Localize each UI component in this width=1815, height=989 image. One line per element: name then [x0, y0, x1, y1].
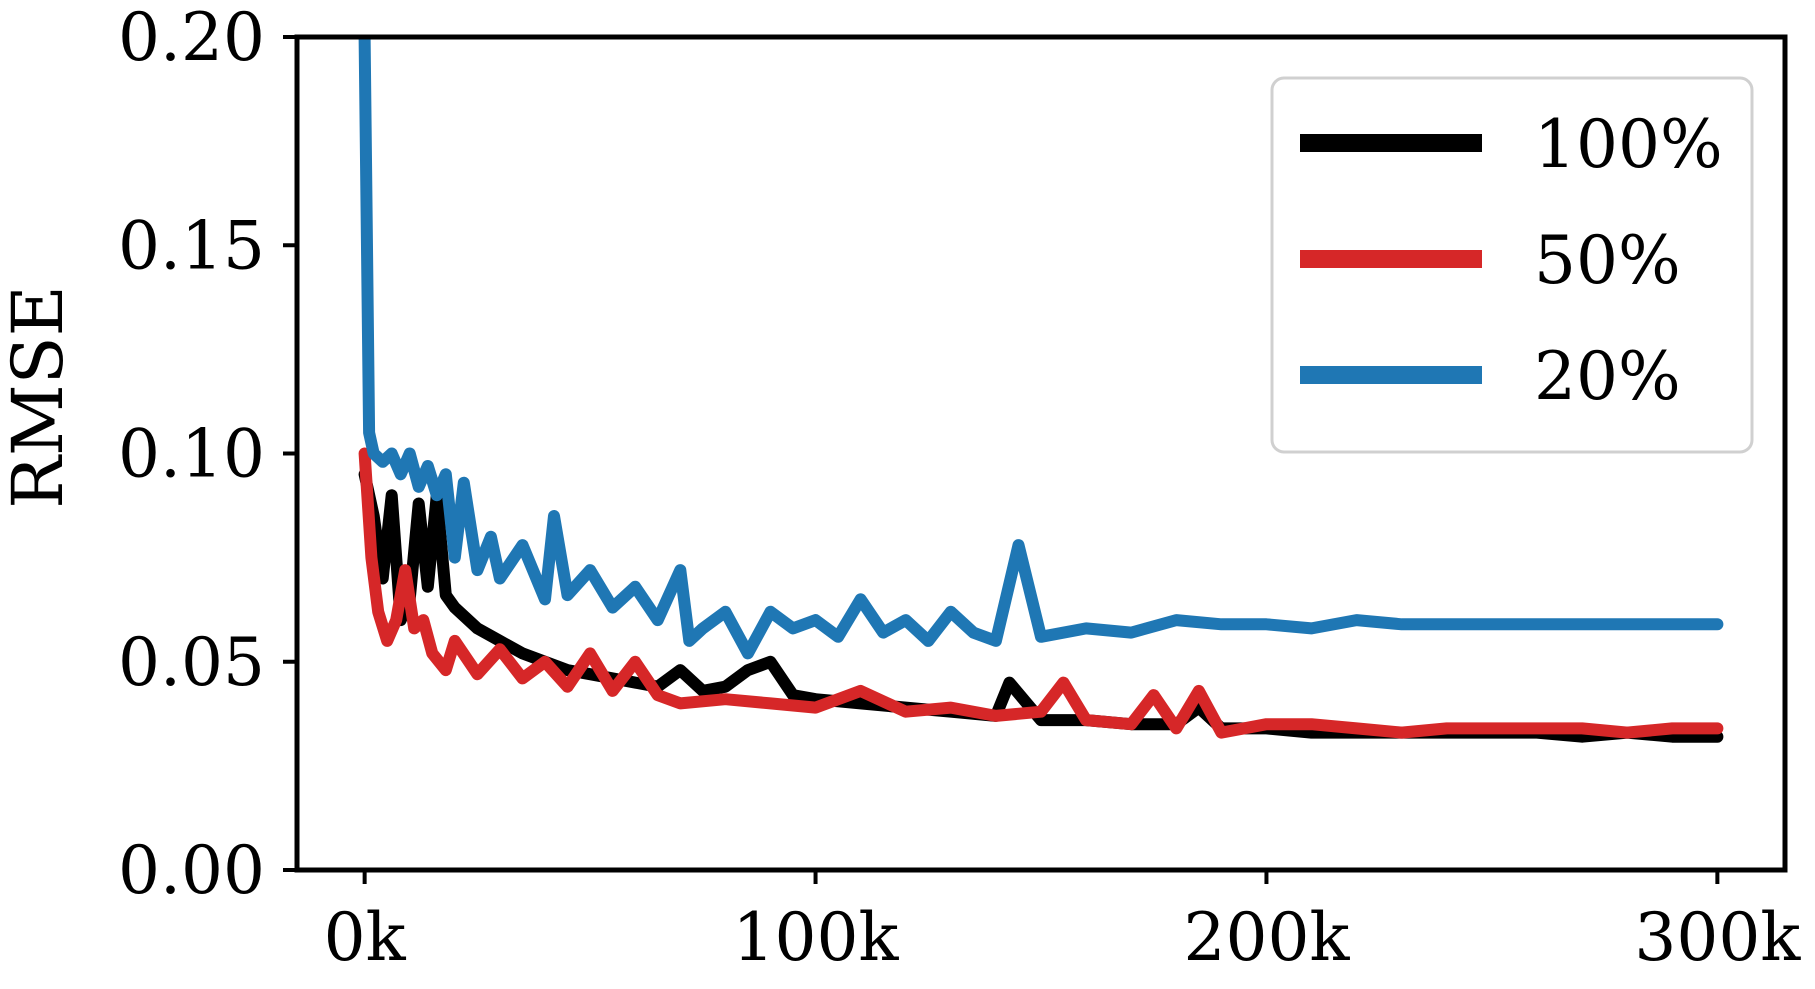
series-layer	[358, 37, 1724, 743]
y-tick-label: 0.00	[118, 832, 265, 909]
legend-label: 100%	[1534, 106, 1723, 183]
legend-box	[1270, 76, 1754, 454]
legend-label: 20%	[1534, 338, 1681, 415]
legend-label: 50%	[1534, 222, 1681, 299]
y-axis: 0.00 0.05 0.10 0.15 0.20	[118, 0, 297, 909]
legend: 100% 50% 20%	[1270, 76, 1754, 454]
x-tick-label: 300k	[1634, 899, 1801, 976]
y-tick-label: 0.15	[118, 207, 265, 284]
y-tick-label: 0.10	[118, 416, 265, 493]
x-tick-label: 200k	[1183, 899, 1350, 976]
y-tick-label: 0.05	[118, 624, 265, 701]
y-tick-label: 0.20	[118, 0, 265, 76]
x-axis: 0k 100k 200k 300k	[324, 870, 1801, 976]
series-line-1	[358, 468, 1724, 743]
x-tick-label: 0k	[324, 899, 407, 976]
series-line-3	[358, 37, 1724, 660]
y-axis-label: RMSE	[0, 285, 79, 508]
series-line-2	[358, 447, 1724, 739]
x-tick-label: 100k	[733, 899, 900, 976]
